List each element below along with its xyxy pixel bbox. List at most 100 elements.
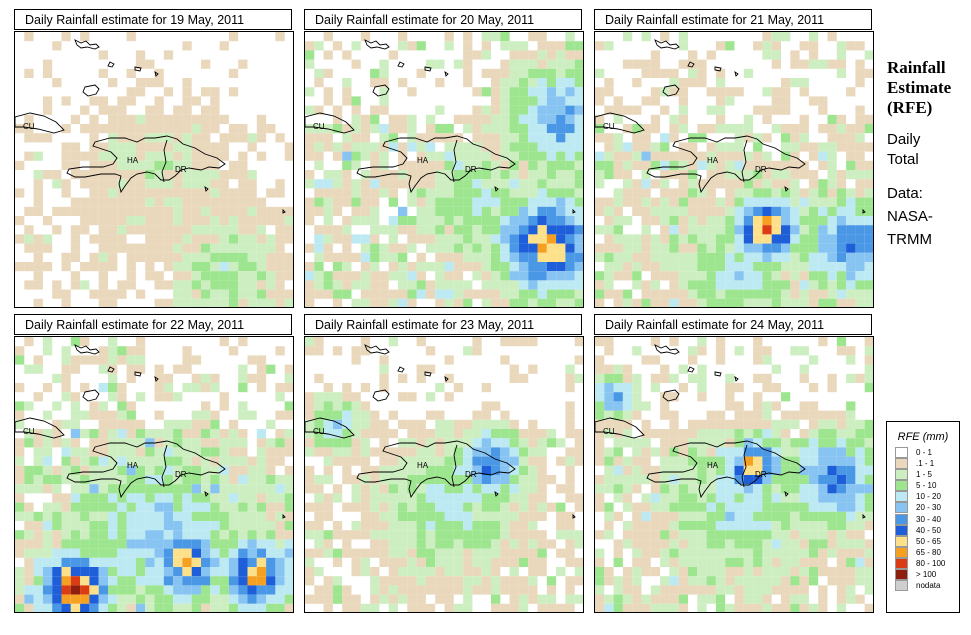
rainfall-cell	[781, 576, 791, 586]
rainfall-cell	[379, 298, 389, 307]
rainfall-cell	[314, 373, 324, 383]
rainfall-cell	[574, 160, 583, 170]
rainfall-cell	[332, 179, 343, 189]
rainfall-cell	[173, 142, 183, 152]
rainfall-cell	[753, 280, 763, 290]
rainfall-cell	[509, 594, 519, 604]
rainfall-cell	[266, 419, 276, 429]
rainfall-cell	[556, 271, 566, 281]
rainfall-cell	[799, 243, 809, 253]
rainfall-cell	[641, 188, 651, 198]
rainfall-cell	[632, 576, 642, 586]
rainfall-cell	[370, 68, 380, 78]
rainfall-cell	[24, 206, 34, 216]
rainfall-cell	[89, 170, 99, 180]
rainfall-cell	[416, 280, 426, 290]
rainfall-cell	[191, 234, 201, 244]
rainfall-cell	[42, 410, 53, 420]
legend-swatch	[895, 524, 908, 536]
rainfall-cell	[715, 557, 726, 567]
rainfall-cell	[305, 50, 315, 60]
rainfall-cell	[463, 243, 473, 253]
rainfall-cell	[622, 419, 633, 429]
rainfall-cell	[678, 456, 688, 466]
rainfall-cell	[24, 151, 34, 161]
rainfall-cell	[650, 465, 661, 475]
rainfall-cell	[790, 133, 800, 143]
rainfall-cell	[790, 188, 800, 198]
rainfall-cell	[827, 225, 837, 235]
rainfall-cell	[565, 475, 575, 485]
rainfall-cell	[360, 32, 371, 42]
rainfall-cell	[818, 298, 828, 307]
rainfall-cell	[379, 160, 389, 170]
rainfall-cell	[201, 383, 211, 393]
country-border	[451, 444, 458, 488]
rainfall-cell	[126, 475, 136, 485]
rainfall-cell	[126, 197, 136, 207]
rainfall-cell	[360, 502, 371, 512]
rainfall-cell	[145, 475, 155, 485]
rainfall-cell	[556, 188, 566, 198]
rainfall-cell	[80, 585, 90, 595]
rainfall-panel-22-may: Daily Rainfall estimate for 22 May, 2011…	[14, 314, 294, 614]
rainfall-cell	[491, 197, 501, 207]
rainfall-cell	[574, 493, 583, 503]
rainfall-cell	[117, 124, 127, 134]
coastline	[15, 417, 65, 439]
rainfall-cell	[632, 447, 642, 457]
rainfall-cell	[827, 576, 837, 586]
rainfall-cell	[613, 188, 623, 198]
rainfall-cell	[210, 438, 220, 448]
rainfall-cell	[256, 280, 267, 290]
rainfall-cell	[80, 521, 90, 531]
rainfall-cell	[846, 567, 856, 577]
rainfall-cell	[305, 410, 315, 420]
rainfall-cell	[117, 539, 127, 549]
rainfall-cell	[219, 392, 229, 402]
rainfall-cell	[238, 603, 248, 612]
rainfall-cell	[89, 557, 99, 567]
rainfall-cell	[117, 179, 127, 189]
rainfall-cell	[818, 179, 828, 189]
rainfall-cell	[15, 401, 25, 411]
rainfall-cell	[790, 410, 800, 420]
rainfall-cell	[305, 124, 315, 134]
rainfall-cell	[604, 206, 614, 216]
rainfall-cell	[518, 50, 529, 60]
rainfall-cell	[799, 271, 809, 281]
rainfall-cell	[725, 142, 735, 152]
rainfall-cell	[98, 197, 108, 207]
rainfall-cell	[407, 280, 417, 290]
rainfall-cell	[24, 511, 34, 521]
rainfall-cell	[463, 603, 473, 612]
rainfall-cell	[762, 567, 772, 577]
rainfall-cell	[688, 521, 698, 531]
rainfall-cell	[706, 530, 716, 540]
rainfall-cell	[500, 502, 510, 512]
rainfall-cell	[509, 151, 519, 161]
rainfall-cell	[182, 234, 192, 244]
rainfall-cell	[154, 179, 164, 189]
rainfall-cell	[771, 567, 781, 577]
rainfall-cell	[275, 438, 285, 448]
rainfall-cell	[228, 87, 239, 97]
rainfall-cell	[117, 410, 127, 420]
rainfall-cell	[528, 262, 538, 272]
rainfall-cell	[351, 594, 361, 604]
rainfall-cell	[305, 87, 315, 97]
rainfall-cell	[669, 502, 679, 512]
rainfall-cell	[613, 410, 623, 420]
rainfall-cell	[154, 160, 164, 170]
rainfall-cell	[305, 346, 315, 356]
rainfall-cell	[238, 493, 248, 503]
rainfall-cell	[247, 298, 257, 307]
rainfall-cell	[472, 447, 482, 457]
rainfall-cell	[388, 50, 398, 60]
rainfall-cell	[379, 475, 389, 485]
rainfall-cell	[228, 280, 239, 290]
rainfall-cell	[641, 262, 651, 272]
rainfall-cell	[743, 234, 754, 244]
rainfall-cell	[314, 151, 324, 161]
rainfall-cell	[98, 521, 108, 531]
